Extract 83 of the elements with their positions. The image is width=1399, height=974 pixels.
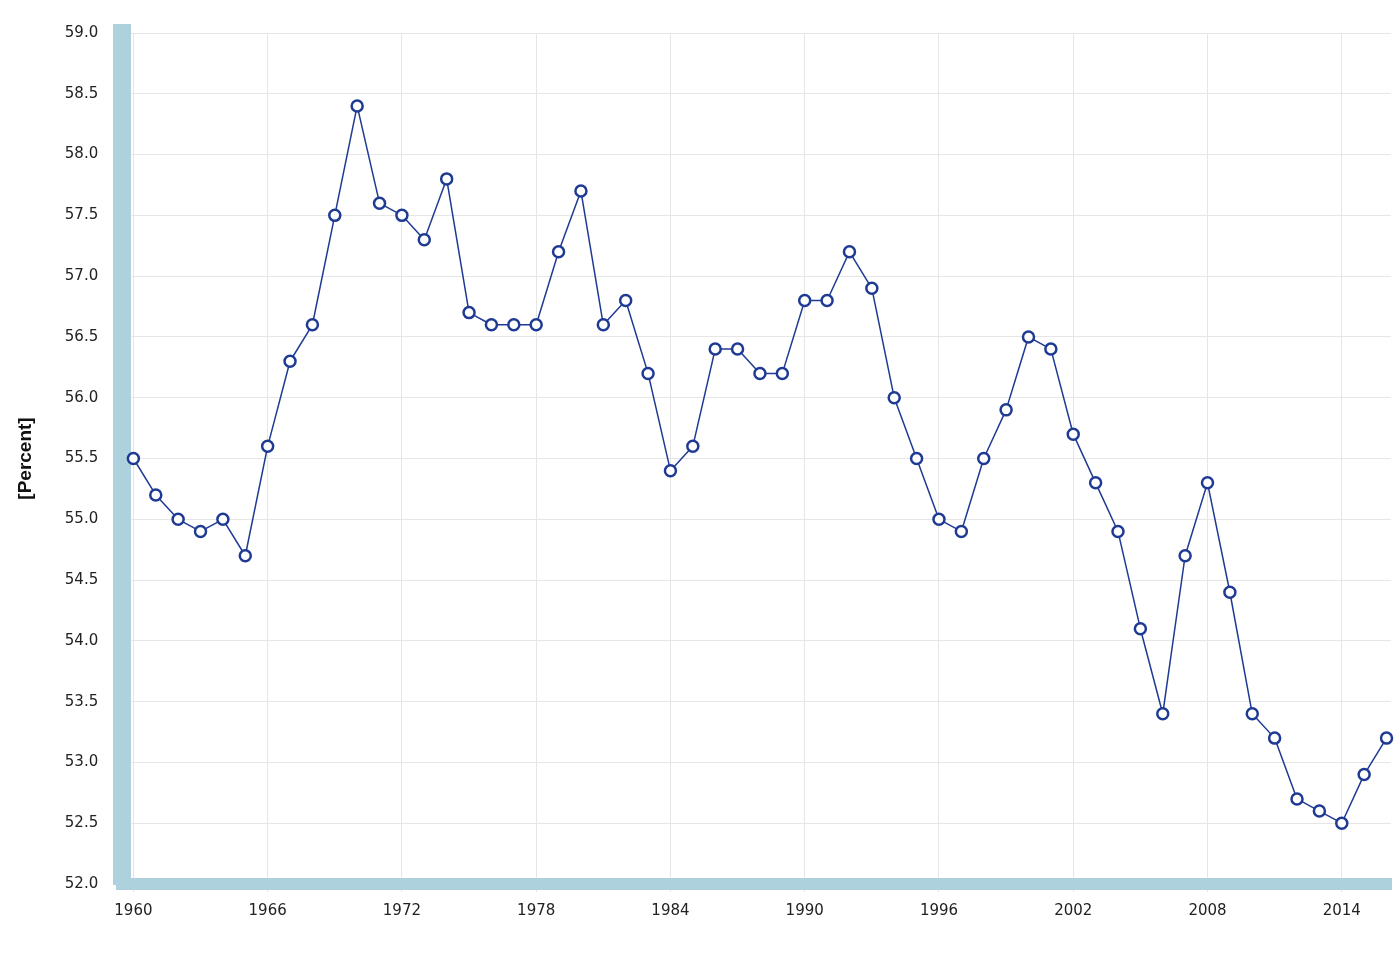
x-tick-label: 2014 [1322,900,1361,919]
point [395,208,409,223]
point [1088,476,1103,490]
point [932,512,946,527]
point [1312,804,1327,818]
point [551,245,566,259]
y-tick-label: 59.0 [64,22,99,41]
point [1021,330,1036,344]
point [1156,707,1170,721]
point [328,208,342,223]
point [507,318,521,332]
point [1290,792,1304,806]
point [797,293,812,308]
point [484,318,499,332]
x-tick-label: 2002 [1054,900,1093,919]
x-tick-label: 1966 [248,900,287,919]
point [1267,731,1282,745]
y-tick-label: 55.0 [64,509,99,528]
point [842,245,857,259]
point [909,451,924,466]
point [730,342,745,356]
point [193,524,208,539]
point [1200,476,1215,490]
point [238,549,253,563]
x-tick-label: 1996 [919,900,959,919]
point [126,451,141,466]
point [462,305,476,320]
point [1223,585,1237,599]
point [1178,549,1192,563]
y-tick-label: 55.5 [64,448,99,467]
y-tick-label: 54.5 [64,569,99,588]
point [820,293,834,308]
point [1379,731,1394,745]
point [1111,524,1125,539]
point [976,451,991,466]
point [1044,342,1058,356]
point [1357,767,1371,782]
point [954,524,969,539]
y-tick-label: 52.0 [64,873,99,892]
point [999,403,1013,417]
point [149,488,163,502]
point [618,293,633,308]
point [663,463,678,478]
y-tick-label: 56.0 [64,387,99,406]
point [283,354,297,368]
y-tick-label: 57.0 [64,266,99,285]
x-tick-label: 2008 [1188,900,1227,919]
x-tick-label: 1978 [517,900,556,919]
point [887,390,901,405]
y-tick-label: 53.5 [64,691,99,710]
y-tick-label: 58.0 [64,144,99,163]
point [260,439,275,454]
x-tick-label: 1990 [785,900,824,919]
point [596,318,611,332]
x-tick-label: 1984 [651,900,690,919]
point [1335,816,1349,830]
point [708,342,722,356]
y-tick-label: 54.0 [64,630,99,649]
y-tick-label: 58.5 [64,83,99,102]
point [439,172,454,186]
point [216,512,230,527]
x-tick-label: 1960 [114,900,153,919]
point [529,318,543,332]
point [350,99,364,113]
point [372,196,387,210]
point [775,366,790,381]
point [305,318,320,332]
point [574,184,588,198]
point [865,281,879,296]
y-tick-label: 52.5 [64,813,99,832]
y-axis-title: [Percent] [13,417,35,500]
y-tick-label: 56.5 [64,326,99,345]
point [686,439,700,454]
point [641,366,655,381]
point [417,232,432,247]
point [1133,621,1148,636]
point [753,366,767,381]
point [171,512,185,527]
x-tick-label: 1972 [382,900,422,919]
point [1245,707,1260,721]
y-tick-label: 53.0 [64,752,99,771]
y-tick-label: 57.5 [64,205,99,224]
point [1066,427,1080,441]
